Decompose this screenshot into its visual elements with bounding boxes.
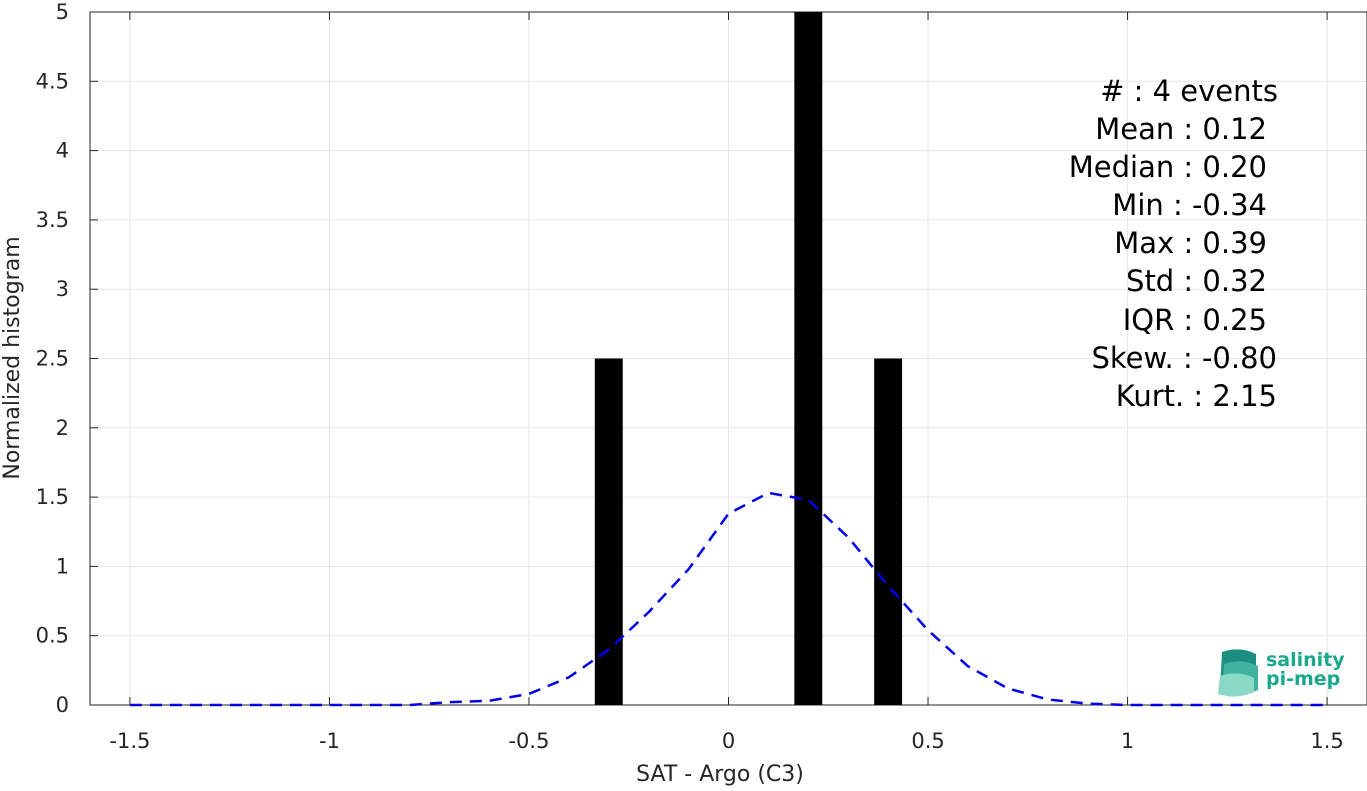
y-tick-label-4: 2 bbox=[56, 416, 69, 440]
x-axis-ticks: -1.5 -1 -0.5 0 0.5 1 1.5 bbox=[109, 12, 1344, 753]
logo-text-pimep: pi-mep bbox=[1266, 668, 1340, 690]
x-tick-label-0: -1.5 bbox=[109, 729, 150, 753]
stats-annotation: # : 4 events Mean : 0.12 Median : 0.20 M… bbox=[1069, 74, 1278, 413]
y-tick-label-1: 0.5 bbox=[36, 624, 69, 648]
y-tick-label-5: 2.5 bbox=[36, 347, 69, 371]
x-tick-label-1: -1 bbox=[319, 729, 340, 753]
histogram-bars bbox=[594, 12, 903, 705]
y-tick-label-6: 3 bbox=[56, 277, 69, 301]
stat-skew: Skew. : -0.80 bbox=[1091, 341, 1277, 375]
stat-min: Min : -0.34 bbox=[1112, 188, 1267, 222]
x-tick-label-6: 1.5 bbox=[1310, 729, 1343, 753]
y-axis-ticks: 0 0.5 1 1.5 2 2.5 3 3.5 4 4.5 5 bbox=[36, 0, 98, 717]
stat-median: Median : 0.20 bbox=[1069, 150, 1267, 184]
stat-mean: Mean : 0.12 bbox=[1095, 112, 1267, 146]
y-tick-label-10: 5 bbox=[56, 0, 69, 24]
stat-std: Std : 0.32 bbox=[1126, 264, 1267, 298]
stat-max: Max : 0.39 bbox=[1114, 226, 1267, 260]
logo-waves-icon bbox=[1218, 649, 1258, 697]
y-tick-label-3: 1.5 bbox=[36, 485, 69, 509]
x-tick-label-5: 1 bbox=[1121, 729, 1134, 753]
y-tick-label-0: 0 bbox=[56, 693, 69, 717]
logo-text-salinity: salinity bbox=[1266, 649, 1345, 671]
histogram-bar-0 bbox=[594, 358, 623, 705]
x-tick-label-3: 0 bbox=[722, 729, 735, 753]
x-tick-label-2: -0.5 bbox=[508, 729, 549, 753]
histogram-bar-1 bbox=[794, 12, 823, 705]
x-tick-label-4: 0.5 bbox=[911, 729, 944, 753]
y-axis-title: Normalized histogram bbox=[0, 236, 25, 479]
x-axis-title: SAT - Argo (C3) bbox=[636, 762, 804, 787]
stat-iqr: IQR : 0.25 bbox=[1123, 303, 1267, 337]
histogram-bar-2 bbox=[874, 358, 903, 705]
y-tick-label-2: 1 bbox=[56, 554, 69, 578]
y-tick-label-7: 3.5 bbox=[36, 208, 69, 232]
y-tick-label-9: 4.5 bbox=[36, 69, 69, 93]
stat-count: # : 4 events bbox=[1100, 74, 1278, 108]
salinity-pimep-logo: salinity pi-mep bbox=[1218, 649, 1345, 697]
stat-kurt: Kurt. : 2.15 bbox=[1116, 379, 1277, 413]
y-tick-label-8: 4 bbox=[56, 139, 69, 163]
